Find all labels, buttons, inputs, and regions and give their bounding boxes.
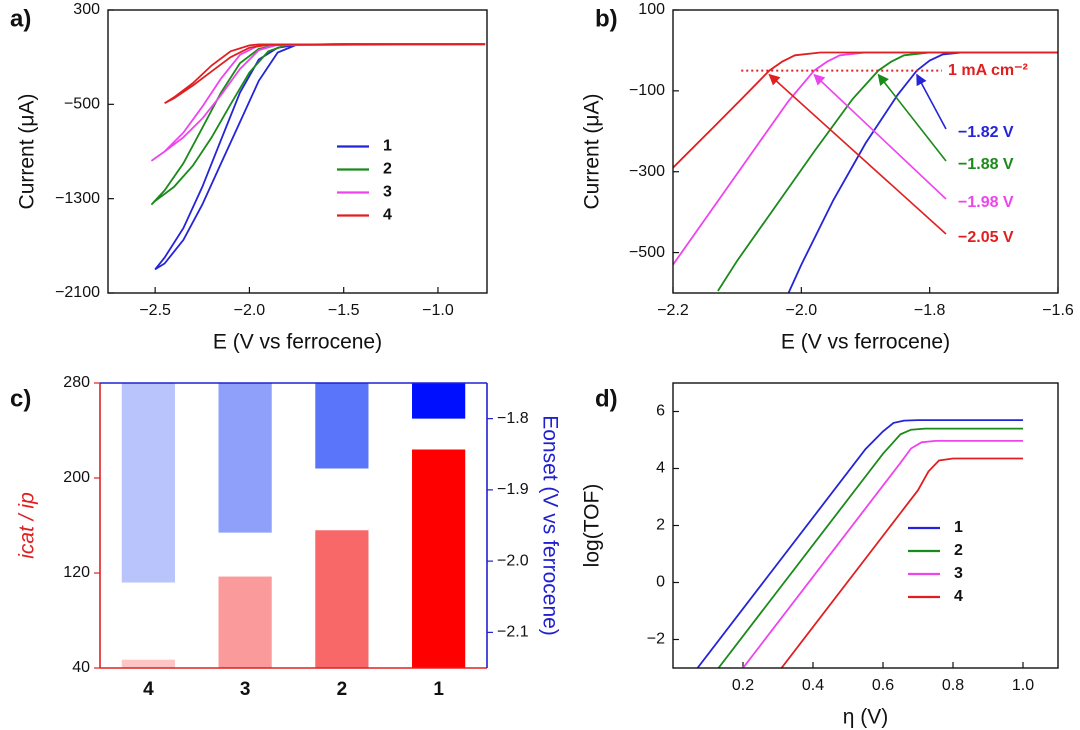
x-tick-label: 1: [433, 679, 444, 700]
legend-label: 3: [383, 184, 392, 201]
onset-arrow: [768, 73, 947, 235]
data-line: [150, 43, 486, 162]
y-tick-label: −2: [647, 631, 665, 648]
plot-frame: [672, 382, 1059, 669]
onset-arrow: [813, 73, 947, 200]
onset-bar: [218, 383, 272, 533]
threshold-label: 1 mA cm⁻²: [948, 62, 1028, 79]
y-axis-title: icat / ip: [16, 492, 39, 559]
onset-arrow: [916, 73, 947, 130]
legend-label: 4: [954, 588, 963, 605]
x-axis-title: η (V): [843, 706, 889, 729]
panel-label: a): [10, 5, 31, 32]
y2-tick-label: −2.0: [497, 552, 529, 569]
panel-label: b): [595, 5, 618, 32]
x-tick-label: −1.0: [422, 302, 454, 319]
plot-frame: [672, 9, 1059, 294]
y-tick-label: 4: [656, 460, 665, 477]
x-tick-label: −2.5: [139, 302, 171, 319]
y-tick-label: −1300: [55, 190, 100, 207]
panel-label: d): [595, 385, 618, 412]
x-tick-label: 0.4: [802, 677, 824, 694]
x-tick-label: 4: [143, 679, 154, 700]
data-line: [717, 51, 1058, 292]
y-tick-label: 0: [656, 574, 665, 591]
x-tick-label: 2: [337, 679, 348, 700]
x-tick-label: −2.2: [657, 302, 689, 319]
onset-bar: [315, 383, 369, 469]
data-line: [717, 427, 1023, 668]
y-tick-label: 280: [63, 374, 90, 391]
data-line: [673, 51, 1058, 266]
ratio-bar: [412, 449, 466, 668]
x-tick-label: −2.0: [234, 302, 266, 319]
y-tick-label: 200: [63, 469, 90, 486]
y-tick-label: 2: [656, 517, 665, 534]
y-axis-title: Current (μA): [16, 94, 39, 210]
onset-bar: [121, 383, 175, 583]
x-tick-label: −1.8: [914, 302, 946, 319]
ratio-bar: [218, 576, 272, 668]
legend-label: 3: [954, 565, 963, 582]
y-tick-label: 300: [73, 1, 100, 18]
legend-label: 4: [383, 207, 392, 224]
data-line: [673, 51, 1058, 169]
ratio-bar: [121, 659, 175, 668]
x-tick-label: 3: [240, 679, 251, 700]
data-line: [164, 43, 486, 105]
y-tick-label: 120: [63, 564, 90, 581]
x-axis-title: E (V vs ferrocene): [781, 331, 950, 354]
x-tick-label: −1.5: [328, 302, 360, 319]
y2-axis-title: Eonset (V vs ferrocene): [538, 415, 561, 636]
onset-bar: [412, 383, 466, 419]
y2-tick-label: −1.9: [497, 481, 529, 498]
data-line: [150, 43, 486, 206]
x-tick-label: 0.8: [942, 677, 964, 694]
y2-tick-label: −1.8: [497, 410, 529, 427]
y-tick-label: −500: [629, 244, 665, 261]
data-line: [742, 440, 1023, 668]
legend-label: 1: [954, 519, 963, 536]
y-tick-label: −2100: [55, 284, 100, 301]
data-line: [154, 43, 486, 271]
ratio-bar: [315, 530, 369, 668]
legend-label: 2: [954, 542, 963, 559]
onset-label: −2.05 V: [958, 229, 1014, 246]
onset-arrow: [877, 73, 947, 162]
x-tick-label: 0.2: [732, 677, 754, 694]
y2-tick-label: −2.1: [497, 624, 529, 641]
data-line: [696, 419, 1023, 668]
y-tick-label: −500: [64, 96, 100, 113]
y-axis-title: Current (μA): [581, 94, 604, 210]
plot-frame: [107, 9, 488, 294]
y-tick-label: 100: [638, 1, 665, 18]
x-tick-label: 1.0: [1012, 677, 1034, 694]
x-tick-label: 0.6: [872, 677, 894, 694]
y-axis-title: log(TOF): [581, 484, 604, 568]
x-tick-label: −1.6: [1042, 302, 1074, 319]
onset-label: −1.98 V: [958, 194, 1014, 211]
y-tick-label: 6: [656, 403, 665, 420]
y-tick-label: 40: [72, 659, 90, 676]
data-line: [787, 51, 1058, 293]
onset-label: −1.88 V: [958, 156, 1014, 173]
x-axis-title: E (V vs ferrocene): [213, 331, 382, 354]
panel-label: c): [10, 385, 31, 412]
data-line: [780, 457, 1023, 668]
y-tick-label: −100: [629, 82, 665, 99]
legend-label: 2: [383, 161, 392, 178]
y-tick-label: −300: [629, 163, 665, 180]
x-tick-label: −2.0: [786, 302, 818, 319]
onset-label: −1.82 V: [958, 124, 1014, 141]
legend-label: 1: [383, 138, 392, 155]
